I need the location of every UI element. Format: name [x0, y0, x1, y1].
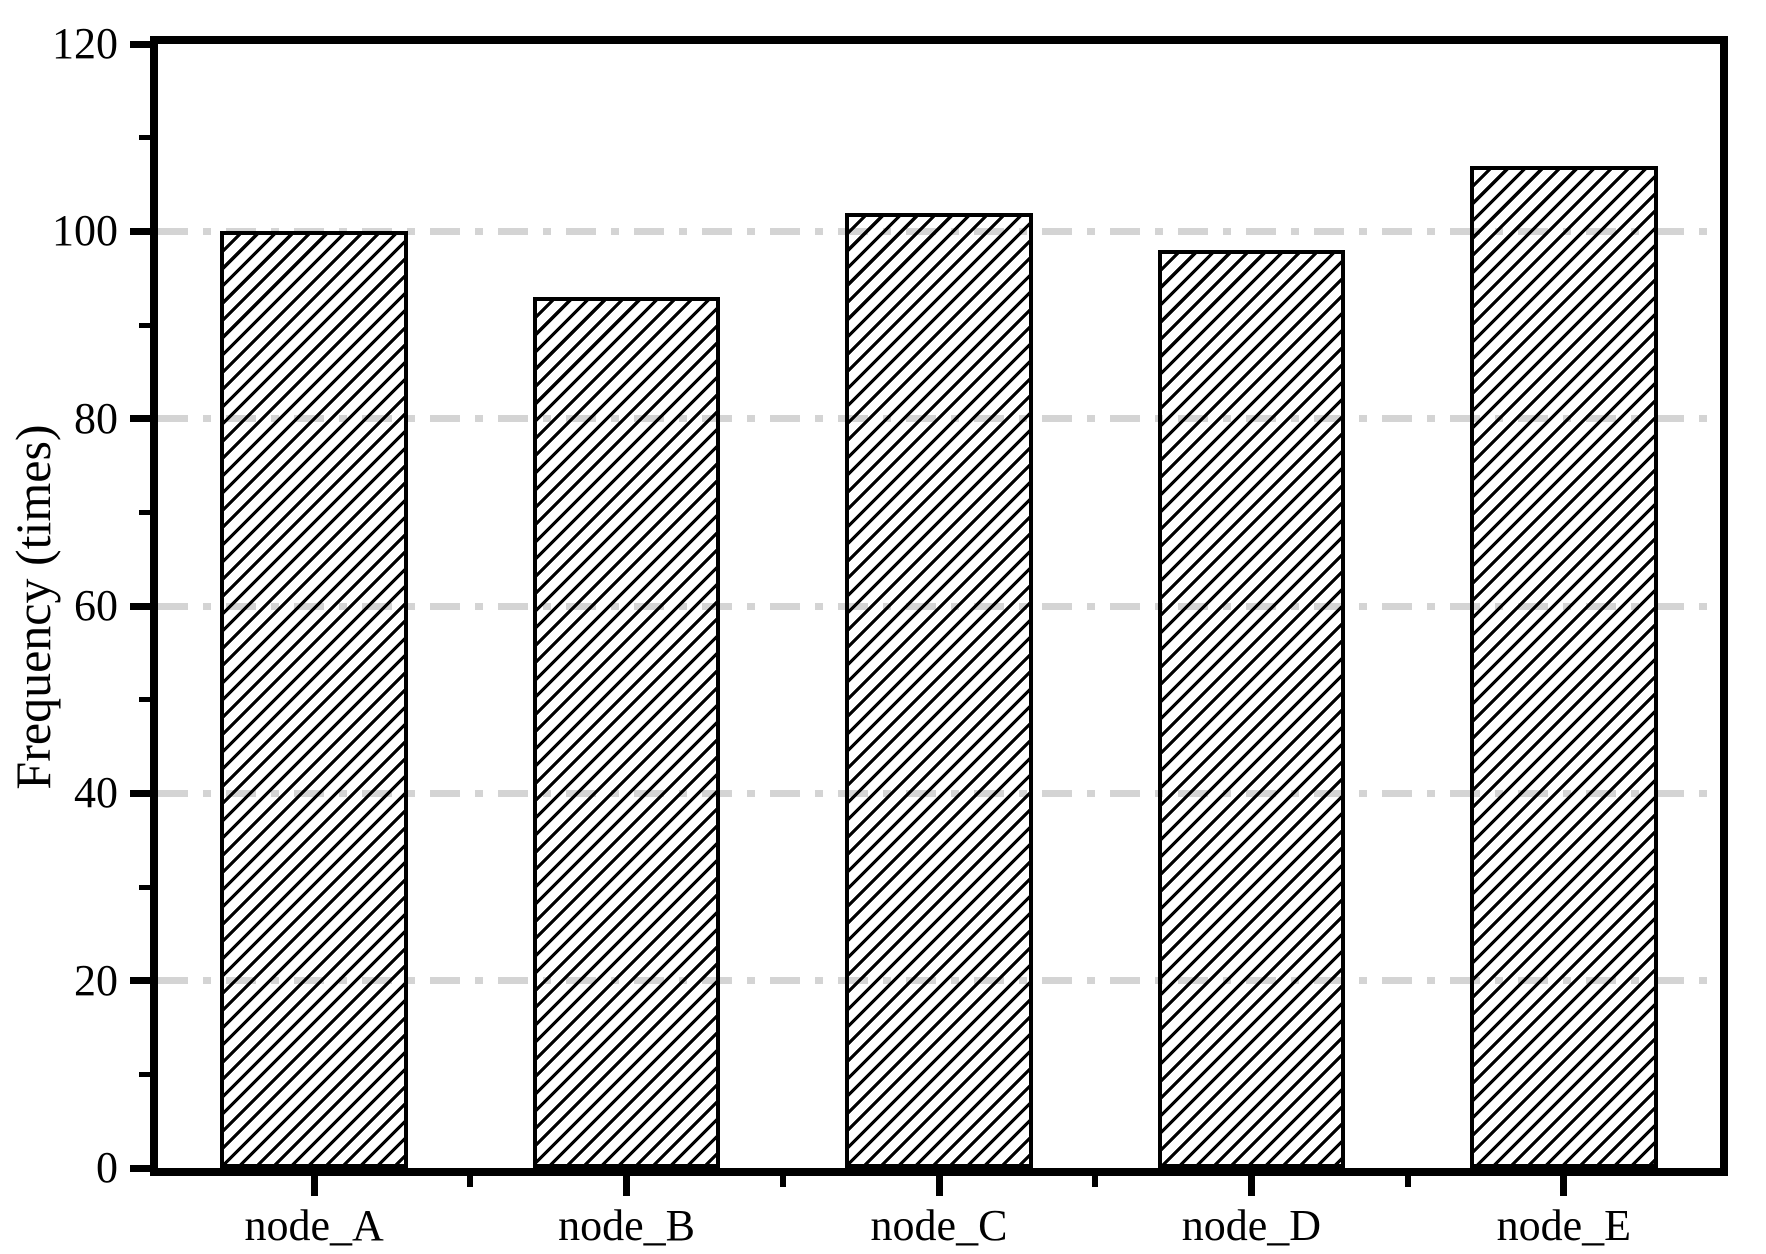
y-tick-60 [130, 602, 150, 610]
y-tick-80 [130, 415, 150, 423]
y-minor-tick-10 [139, 1071, 150, 1077]
x-minor-tick-0 [467, 1176, 474, 1187]
y-axis-title: Frequency (times) [5, 424, 61, 790]
bar-node_C [845, 212, 1033, 1168]
y-tick-label-20: 20 [74, 955, 118, 1005]
bar-node_D [1157, 250, 1346, 1168]
y-tick-label-0: 0 [96, 1143, 118, 1192]
y-tick-label-40: 40 [74, 768, 118, 818]
x-tick-node_E [1560, 1176, 1568, 1196]
y-tick-label-100: 100 [52, 206, 118, 256]
y-minor-tick-50 [139, 697, 150, 703]
x-tick-node_A [310, 1176, 318, 1196]
y-tick-40 [130, 789, 150, 797]
plot-area [150, 36, 1728, 1176]
y-tick-100 [130, 227, 150, 235]
x-minor-tick-1 [779, 1176, 786, 1187]
y-minor-tick-70 [139, 509, 150, 515]
y-tick-20 [130, 977, 150, 985]
x-tick-label-node_A: node_A [244, 1201, 384, 1250]
y-tick-0 [130, 1164, 150, 1172]
x-minor-tick-2 [1092, 1176, 1099, 1187]
bar-node_E [1470, 165, 1658, 1168]
x-tick-node_B [623, 1176, 631, 1196]
y-tick-label-120: 120 [52, 19, 118, 68]
y-tick-label-80: 80 [74, 393, 118, 443]
y-tick-label-60: 60 [74, 581, 118, 630]
bar-node_A [220, 231, 408, 1168]
x-tick-label-node_C: node_C [870, 1201, 1008, 1250]
y-minor-tick-90 [139, 322, 150, 328]
y-minor-tick-110 [139, 135, 150, 141]
x-tick-node_D [1247, 1176, 1255, 1196]
y-tick-120 [130, 40, 150, 48]
x-tick-label-node_D: node_D [1181, 1201, 1322, 1250]
x-minor-tick-3 [1404, 1176, 1411, 1187]
x-tick-label-node_E: node_E [1496, 1201, 1631, 1250]
x-tick-node_C [935, 1176, 943, 1196]
x-tick-label-node_B: node_B [558, 1201, 696, 1250]
y-minor-tick-30 [139, 884, 150, 890]
bar-node_B [532, 296, 721, 1168]
